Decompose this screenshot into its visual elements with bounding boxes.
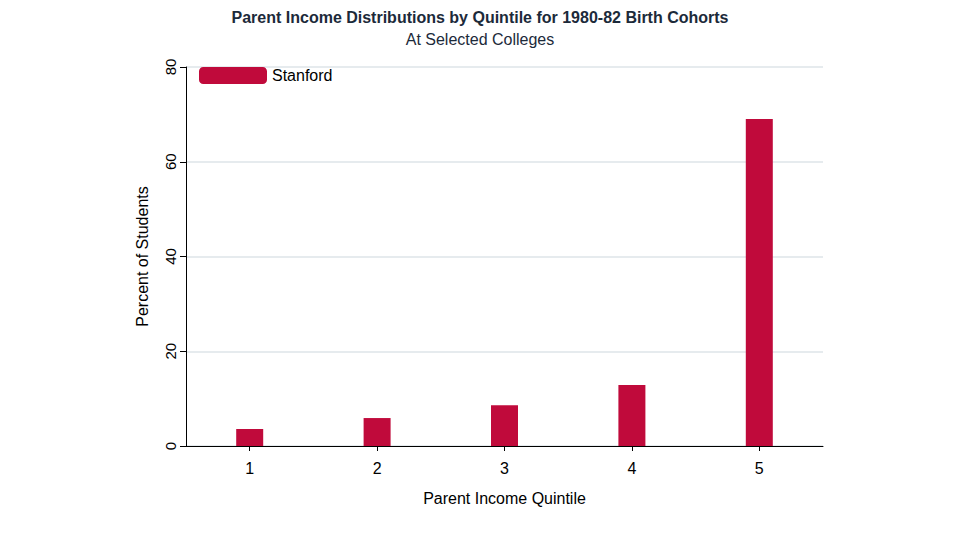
svg-text:Parent Income Quintile: Parent Income Quintile bbox=[423, 490, 586, 507]
svg-text:Percent of Students: Percent of Students bbox=[134, 186, 151, 327]
svg-text:Stanford: Stanford bbox=[272, 67, 332, 84]
svg-text:5: 5 bbox=[755, 460, 764, 477]
svg-text:At Selected Colleges: At Selected Colleges bbox=[406, 31, 555, 48]
svg-text:40: 40 bbox=[162, 248, 179, 265]
svg-text:60: 60 bbox=[162, 153, 179, 170]
svg-text:Parent Income Distributions by: Parent Income Distributions by Quintile … bbox=[232, 9, 729, 26]
svg-text:1: 1 bbox=[245, 460, 254, 477]
svg-text:20: 20 bbox=[162, 343, 179, 360]
svg-text:3: 3 bbox=[500, 460, 509, 477]
svg-text:0: 0 bbox=[162, 442, 179, 450]
svg-text:80: 80 bbox=[162, 59, 179, 76]
svg-text:2: 2 bbox=[373, 460, 382, 477]
svg-text:4: 4 bbox=[627, 460, 636, 477]
